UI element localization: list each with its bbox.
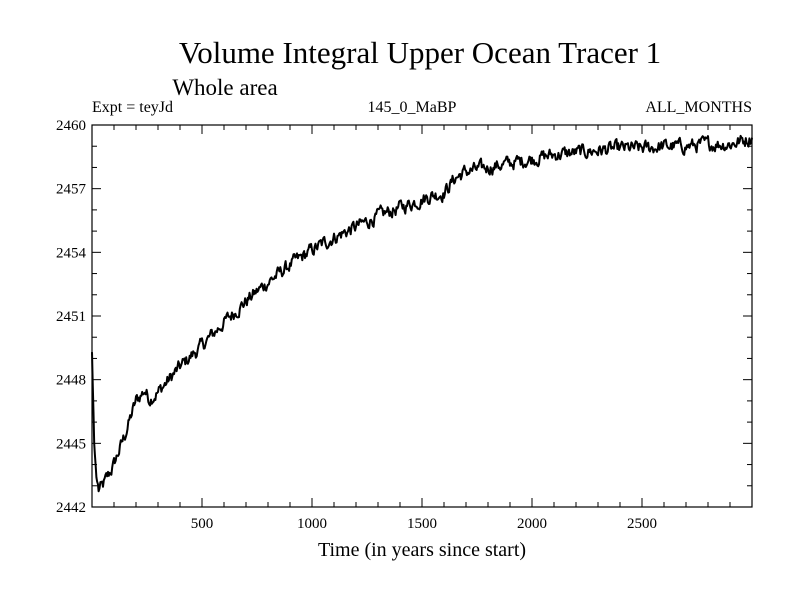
x-tick-label: 1500 [407,516,437,532]
plot-frame [91,124,753,508]
y-tick-label: 2454 [56,245,87,261]
period-label: 145_0_MaBP [368,99,457,116]
axis-ticks [92,125,752,507]
x-tick-label: 1000 [297,516,327,532]
axis-tick-labels: 500 1000 1500 2000 2500 2442 2445 2448 2451 2454 2… [56,118,657,532]
x-tick-label: 2500 [627,516,657,532]
chart-title: Volume Integral Upper Ocean Tracer 1 [179,35,661,70]
x-tick-label: 2000 [517,516,547,532]
y-tick-label: 2451 [56,309,86,325]
months-label: ALL_MONTHS [645,99,752,116]
y-tick-label: 2457 [56,182,87,198]
y-tick-label: 2448 [56,373,86,389]
x-axis-label: Time (in years since start) [318,539,526,561]
series-line [91,134,753,493]
y-tick-label: 2442 [56,500,86,516]
y-tick-label: 2445 [56,436,86,452]
experiment-label: Expt = teyJd [92,99,173,116]
chart-subtitle: Whole area [172,75,277,100]
x-tick-label: 500 [191,516,214,532]
y-tick-label: 2460 [56,118,86,134]
